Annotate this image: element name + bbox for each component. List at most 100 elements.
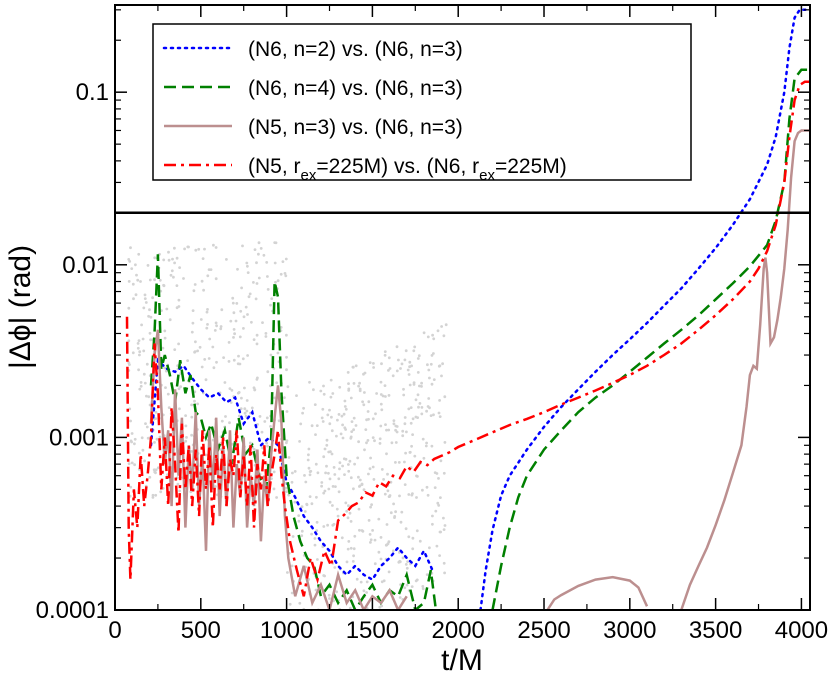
noise-point xyxy=(274,280,277,284)
noise-point xyxy=(257,252,260,256)
noise-point xyxy=(342,457,346,461)
noise-point xyxy=(442,561,446,565)
noise-point xyxy=(324,471,327,475)
noise-point xyxy=(361,529,365,533)
noise-point xyxy=(262,253,266,257)
noise-point xyxy=(358,528,361,532)
noise-point xyxy=(337,413,341,416)
noise-point xyxy=(358,485,361,488)
noise-point xyxy=(129,485,133,489)
noise-point xyxy=(416,393,420,397)
noise-point xyxy=(397,560,401,564)
noise-point xyxy=(203,247,206,251)
noise-point xyxy=(219,325,223,328)
noise-point xyxy=(127,361,131,365)
noise-point xyxy=(142,349,146,353)
noise-point xyxy=(219,327,223,331)
noise-point xyxy=(273,241,277,245)
noise-point xyxy=(308,473,312,477)
noise-point xyxy=(288,602,292,606)
series-line-7 xyxy=(125,80,810,597)
noise-point xyxy=(443,524,447,527)
noise-point xyxy=(352,416,356,420)
noise-point xyxy=(214,321,218,325)
noise-point xyxy=(442,471,446,475)
noise-point xyxy=(331,485,335,488)
noise-point xyxy=(163,329,167,333)
noise-point xyxy=(389,511,393,515)
noise-point xyxy=(387,428,391,432)
noise-point xyxy=(398,596,402,599)
noise-point xyxy=(308,495,312,498)
noise-point xyxy=(395,345,399,349)
noise-point xyxy=(136,346,140,350)
noise-point xyxy=(343,426,347,430)
noise-point xyxy=(342,412,346,416)
noise-point xyxy=(425,441,428,445)
noise-point xyxy=(418,384,421,388)
noise-point xyxy=(392,422,396,426)
noise-point xyxy=(177,387,181,391)
noise-point xyxy=(330,452,334,456)
noise-point xyxy=(373,439,376,443)
noise-point xyxy=(163,366,167,370)
noise-point xyxy=(275,381,279,385)
noise-point xyxy=(418,539,422,543)
noise-point xyxy=(331,523,335,527)
noise-point xyxy=(223,381,227,384)
noise-point xyxy=(269,303,272,307)
noise-point xyxy=(333,566,337,569)
noise-point xyxy=(416,475,419,478)
noise-point xyxy=(411,417,415,421)
noise-point xyxy=(417,405,420,409)
noise-point xyxy=(133,442,136,446)
noise-point xyxy=(233,332,237,336)
y-tick-label: 0.1 xyxy=(76,79,109,106)
noise-point xyxy=(339,432,343,436)
noise-point xyxy=(408,360,412,364)
noise-point xyxy=(428,546,431,550)
noise-point xyxy=(413,345,417,349)
noise-point xyxy=(410,364,413,368)
noise-point xyxy=(310,424,314,428)
legend-label-0: (N6, n=2) vs. (N6, n=3) xyxy=(248,38,463,61)
noise-point xyxy=(382,478,385,481)
noise-point xyxy=(414,579,418,583)
noise-point xyxy=(367,400,371,404)
noise-point xyxy=(186,245,190,249)
noise-point xyxy=(394,461,397,464)
noise-point xyxy=(170,269,174,273)
noise-point xyxy=(303,510,307,513)
noise-point xyxy=(394,424,398,428)
noise-point xyxy=(333,473,337,476)
noise-point xyxy=(411,536,415,540)
noise-point xyxy=(327,471,330,475)
noise-point xyxy=(327,593,331,597)
noise-point xyxy=(358,387,362,391)
noise-point xyxy=(362,372,365,376)
noise-point xyxy=(167,250,170,254)
noise-point xyxy=(398,494,401,498)
noise-point xyxy=(377,517,381,521)
noise-point xyxy=(245,399,249,402)
noise-point xyxy=(349,520,353,523)
noise-point xyxy=(140,323,144,327)
noise-point xyxy=(437,504,441,507)
noise-point xyxy=(352,554,355,558)
noise-point xyxy=(337,490,341,494)
noise-point xyxy=(368,361,372,364)
noise-point xyxy=(352,547,356,551)
noise-point xyxy=(283,272,287,275)
noise-point xyxy=(424,444,428,448)
noise-point xyxy=(379,557,383,561)
noise-point xyxy=(321,420,325,423)
noise-point xyxy=(405,583,409,587)
noise-point xyxy=(400,362,404,366)
noise-point xyxy=(236,391,240,395)
y-tick-label: 0.01 xyxy=(62,252,109,279)
noise-point xyxy=(179,385,183,389)
noise-point xyxy=(264,332,268,335)
noise-point xyxy=(212,366,216,370)
noise-point xyxy=(276,279,280,283)
noise-point xyxy=(387,369,390,372)
